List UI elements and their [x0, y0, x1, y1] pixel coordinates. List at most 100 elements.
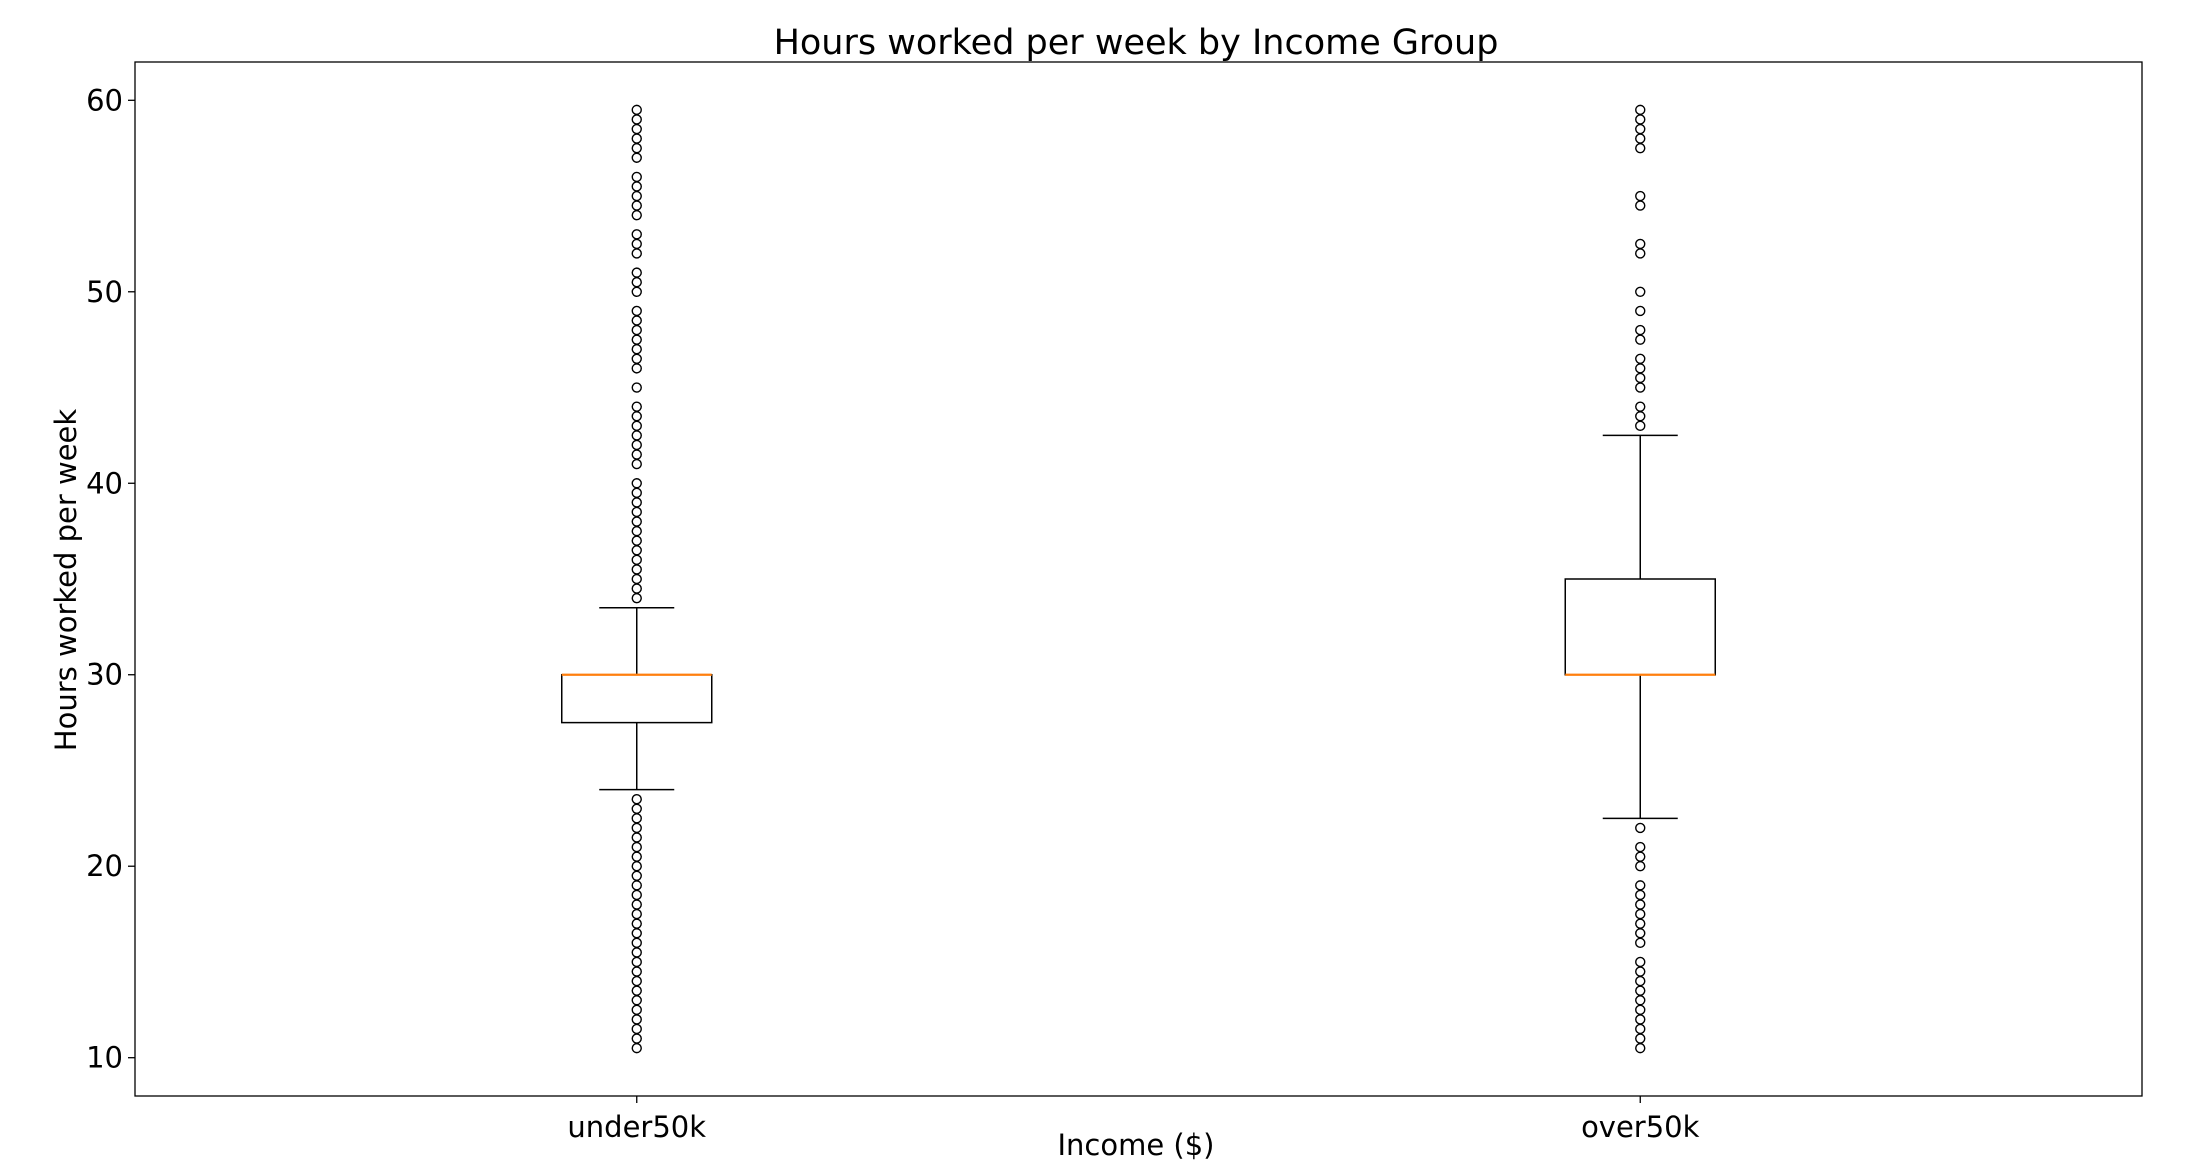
outlier-point: [631, 449, 642, 460]
outlier-point: [1635, 200, 1646, 211]
outlier-point: [631, 353, 642, 364]
x-axis: under50k over50k: [567, 1096, 1700, 1144]
outlier-point: [1635, 937, 1646, 949]
outlier-point: [1635, 238, 1646, 250]
outlier-point: [631, 478, 642, 489]
outlier-point: [1635, 928, 1646, 939]
outlier-point: [1635, 363, 1646, 374]
outlier-point: [1635, 334, 1646, 345]
outlier-point: [1635, 248, 1646, 259]
outlier-point: [631, 181, 642, 192]
outlier-point: [631, 401, 642, 412]
outlier-point: [631, 1004, 642, 1016]
outlier-point: [631, 803, 642, 814]
x-tick-label: over50k: [1581, 1110, 1700, 1144]
outlier-point: [631, 497, 642, 508]
outlier-point: [631, 506, 642, 518]
outlier-point: [1635, 411, 1646, 422]
outlier-point: [631, 794, 642, 805]
outlier-point: [631, 956, 642, 968]
outlier-point: [631, 420, 642, 432]
outlier-point: [631, 880, 642, 891]
outlier-point: [1635, 861, 1646, 872]
outlier-point: [1635, 908, 1646, 920]
plot-area: 10 20 30 40 50 60 under50k over50k: [86, 61, 2143, 1144]
outlier-point: [1635, 1023, 1646, 1035]
box-group-under50k: [561, 104, 713, 1054]
y-axis: 10 20 30 40 50 60: [86, 83, 135, 1075]
y-tick-label: 20: [86, 849, 123, 883]
y-tick-label: 10: [86, 1041, 123, 1075]
outlier-point: [1635, 104, 1646, 116]
outlier-point: [1635, 353, 1646, 364]
outlier-point: [631, 171, 642, 183]
outlier-point: [631, 142, 642, 154]
outlier-point: [631, 525, 642, 537]
outlier-point: [1635, 114, 1646, 125]
y-tick-label: 60: [86, 83, 123, 117]
outlier-point: [631, 975, 642, 987]
outlier-point: [631, 516, 642, 527]
outlier-point: [631, 995, 642, 1006]
outlier-point: [1635, 1004, 1646, 1016]
iqr-box: [1564, 578, 1716, 676]
outlier-point: [631, 363, 642, 374]
boxes-layer: [561, 104, 1716, 1054]
outlier-point: [1635, 880, 1646, 891]
outlier-point: [631, 123, 642, 135]
outlier-point: [631, 851, 642, 862]
iqr-box: [561, 673, 713, 724]
outlier-point: [631, 152, 642, 163]
outlier-point: [1635, 841, 1646, 853]
outlier-point: [1635, 401, 1646, 412]
outlier-point: [631, 583, 642, 594]
outlier-point: [631, 286, 642, 297]
outlier-point: [1635, 1033, 1646, 1044]
outlier-point: [631, 305, 642, 317]
outlier-point: [631, 133, 642, 144]
y-tick-label: 50: [86, 275, 123, 309]
y-tick-label: 40: [86, 466, 123, 500]
outlier-point: [631, 277, 642, 288]
outlier-point: [631, 267, 642, 278]
outlier-point: [631, 813, 642, 824]
outlier-point: [631, 985, 642, 996]
outlier-point: [631, 564, 642, 575]
outlier-point: [631, 1033, 642, 1044]
outlier-point: [1635, 286, 1646, 297]
outlier-point: [631, 554, 642, 566]
outlier-point: [631, 535, 642, 546]
outlier-point: [1635, 1042, 1646, 1054]
outlier-point: [1635, 382, 1646, 393]
outlier-point: [631, 832, 642, 843]
outlier-point: [1635, 985, 1646, 996]
outlier-point: [631, 324, 642, 336]
outlier-point: [631, 114, 642, 125]
outlier-point: [631, 592, 642, 604]
outlier-point: [631, 315, 642, 326]
y-tick-label: 30: [86, 658, 123, 692]
outlier-point: [1635, 190, 1646, 202]
x-tick-label: under50k: [567, 1110, 706, 1144]
outlier-point: [631, 908, 642, 920]
axes-frame: [134, 61, 2143, 1097]
outlier-point: [1635, 966, 1646, 977]
outlier-point: [631, 382, 642, 393]
outlier-point: [631, 439, 642, 451]
outlier-point: [631, 545, 642, 556]
outlier-point: [631, 458, 642, 470]
outlier-point: [1635, 995, 1646, 1006]
outlier-point: [1635, 142, 1646, 154]
outlier-point: [631, 947, 642, 958]
outlier-point: [631, 487, 642, 499]
outlier-point: [631, 248, 642, 259]
outlier-point: [1635, 123, 1646, 135]
outlier-point: [1635, 822, 1646, 834]
outlier-point: [631, 344, 642, 355]
outlier-point: [631, 104, 642, 116]
outlier-point: [1635, 1014, 1646, 1025]
outlier-point: [1635, 975, 1646, 987]
outlier-point: [631, 918, 642, 929]
outlier-point: [631, 209, 642, 221]
